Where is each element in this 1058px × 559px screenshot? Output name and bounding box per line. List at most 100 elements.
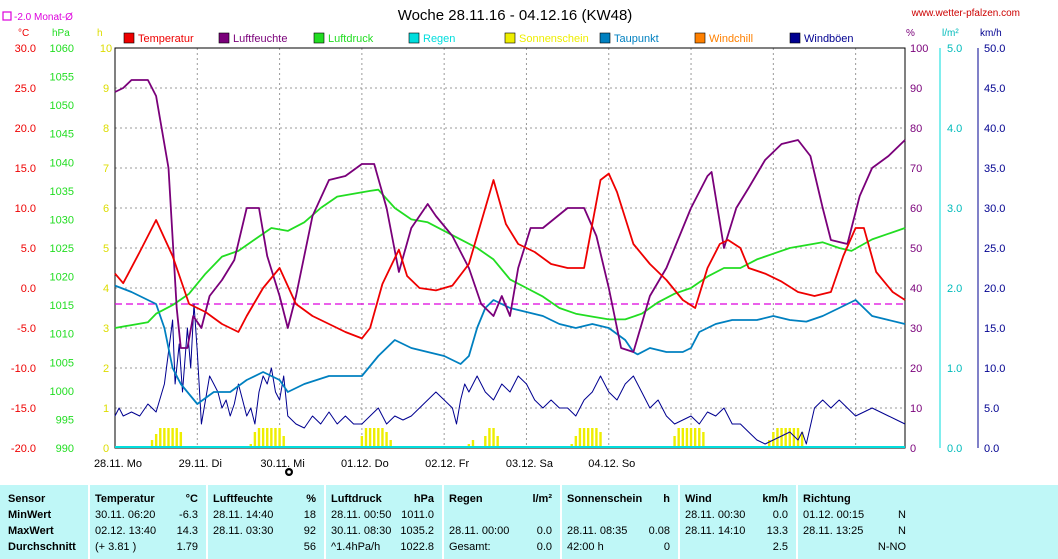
sunshine-bar: [368, 428, 372, 448]
legend-label: Windchill: [709, 33, 753, 45]
temp-line: [114, 172, 906, 340]
table-separator: [442, 485, 444, 559]
x-tick-label: 02.12. Fr: [425, 458, 469, 470]
sunshine-bar: [582, 428, 586, 448]
rain-tick: 3.0: [947, 203, 962, 215]
wind-unit: km/h: [980, 28, 1002, 39]
chart-title: Woche 28.11.16 - 04.12.16 (KW48): [398, 7, 633, 24]
press-value: 1011.0: [401, 509, 434, 521]
sunshine-bar: [677, 428, 680, 448]
sunshine-bar: [179, 432, 183, 448]
sunshine-bar: [574, 436, 578, 448]
sunshine-bar: [578, 428, 582, 448]
dir-time: 01.12. 00:15: [803, 509, 865, 521]
sunshine-bar: [698, 428, 701, 448]
legend-item: Windböen: [789, 32, 854, 45]
rain-value: 0.0: [536, 541, 552, 553]
press-tick: 1005: [50, 357, 74, 369]
wind-tick: 35.0: [984, 163, 1005, 175]
sunshine-bar: [784, 428, 787, 448]
sunshine-bar: [278, 428, 281, 448]
press-tick: 1050: [50, 100, 74, 112]
sunshine-bar: [484, 436, 487, 448]
wind-value: 0.0: [772, 509, 788, 521]
hum-value: 92: [303, 525, 316, 537]
sunshine-bar: [595, 428, 598, 448]
sunshine-bar: [488, 428, 491, 448]
legend-label: Taupunkt: [614, 33, 659, 45]
sunshine-bar: [373, 428, 376, 448]
press-tick: 1040: [50, 157, 74, 169]
sun-tick: 10: [100, 43, 112, 55]
hum-tick: 40: [910, 283, 922, 295]
header-rain-unit: l/m²: [532, 493, 552, 505]
website-label[interactable]: www.wetter-pfalzen.com: [911, 8, 1020, 19]
temp-time: 30.11. 06:20: [95, 509, 156, 521]
sunshine-bar: [167, 428, 170, 448]
legend-swatch: [789, 32, 801, 44]
temp-tick: 30.0: [15, 43, 36, 55]
legend-item: Sonnenschein: [504, 32, 589, 45]
dew-line: [114, 284, 906, 405]
wind-value: 13.3: [766, 525, 788, 537]
legend-swatch: [123, 32, 135, 44]
hum-tick: 90: [910, 83, 922, 95]
statistics-table: Sensor Temperatur °C Luftfeuchte% Luftdruck h…: [0, 485, 1058, 559]
wind-tick: 50.0: [984, 43, 1005, 55]
legend-label: Regen: [423, 33, 455, 45]
hum-time: 28.11. 03:30: [213, 525, 274, 537]
rain-tick: 4.0: [947, 123, 962, 135]
header-wind-unit: km/h: [762, 493, 788, 505]
wind-tick: 5.0: [984, 403, 999, 415]
hum-line: [114, 79, 906, 353]
sunshine-bar: [163, 428, 166, 448]
sun-value: 0: [663, 541, 670, 553]
press-tick: 1000: [50, 386, 74, 398]
rain-unit: l/m²: [942, 28, 959, 39]
table-separator: [324, 485, 326, 559]
sunshine-bar: [591, 428, 594, 448]
dir-value: N-NO: [877, 541, 906, 553]
sunshine-bar: [702, 432, 705, 448]
sunshine-bar: [800, 432, 804, 448]
legend-swatch: [218, 32, 230, 44]
wind-tick: 45.0: [984, 83, 1005, 95]
header-sun: Sonnenschein: [567, 493, 643, 505]
sunshine-bar: [780, 428, 783, 448]
legend-label: Luftfeuchte: [233, 33, 287, 45]
press-tick: 990: [56, 443, 74, 455]
temp-tick: -5.0: [17, 323, 36, 335]
sunshine-bar: [150, 440, 154, 448]
sun-tick: 2: [103, 363, 109, 375]
wind-value: 2.5: [772, 541, 788, 553]
press-line: [114, 188, 906, 329]
sunshine-bar: [681, 428, 685, 448]
wind-time: 28.11. 00:30: [685, 509, 746, 521]
press-tick: 1055: [50, 72, 74, 84]
press-tick: 1015: [50, 300, 74, 312]
sun-tick: 4: [103, 283, 109, 295]
rain-tick: 1.0: [947, 363, 962, 375]
rain-tick: 5.0: [947, 43, 962, 55]
temp-tick: 20.0: [15, 123, 36, 135]
sunshine-bar: [282, 436, 285, 448]
hum-tick: 50: [910, 243, 922, 255]
header-hum-unit: %: [306, 493, 316, 505]
sun-tick: 1: [103, 403, 109, 415]
sunshine-bar: [257, 428, 261, 448]
header-temp: Temperatur: [95, 493, 155, 505]
sunshine-bar: [266, 428, 269, 448]
header-press: Luftdruck: [331, 493, 382, 505]
temp-value: 1.79: [176, 541, 198, 553]
temp-tick: 25.0: [15, 83, 36, 95]
press-time: 30.11. 08:30: [331, 525, 392, 537]
header-temp-unit: °C: [185, 493, 198, 505]
table-separator: [88, 485, 90, 559]
press-value: 1022.8: [400, 541, 434, 553]
sun-tick: 8: [103, 123, 109, 135]
legend-label: Sonnenschein: [519, 33, 589, 45]
press-tick: 1045: [50, 129, 74, 141]
sunshine-bar: [377, 428, 380, 448]
sunshine-bar: [261, 428, 265, 448]
legend-item: Windchill: [694, 32, 753, 45]
